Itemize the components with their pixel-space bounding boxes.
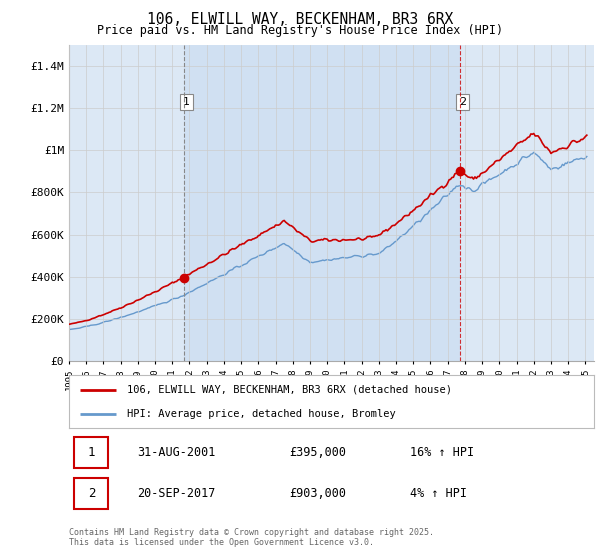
Text: 1: 1 bbox=[183, 97, 190, 107]
Bar bbox=[74, 437, 109, 468]
Text: 31-AUG-2001: 31-AUG-2001 bbox=[137, 446, 215, 459]
Text: Price paid vs. HM Land Registry's House Price Index (HPI): Price paid vs. HM Land Registry's House … bbox=[97, 24, 503, 37]
Text: 4% ↑ HPI: 4% ↑ HPI bbox=[410, 487, 467, 500]
Text: 106, ELWILL WAY, BECKENHAM, BR3 6RX: 106, ELWILL WAY, BECKENHAM, BR3 6RX bbox=[147, 12, 453, 27]
Text: 2: 2 bbox=[88, 487, 95, 500]
Text: Contains HM Land Registry data © Crown copyright and database right 2025.
This d: Contains HM Land Registry data © Crown c… bbox=[69, 528, 434, 547]
Text: £903,000: £903,000 bbox=[290, 487, 347, 500]
Text: 1: 1 bbox=[88, 446, 95, 459]
Text: 2: 2 bbox=[459, 97, 466, 107]
Text: £395,000: £395,000 bbox=[290, 446, 347, 459]
Bar bbox=[184, 45, 460, 361]
Text: 106, ELWILL WAY, BECKENHAM, BR3 6RX (detached house): 106, ELWILL WAY, BECKENHAM, BR3 6RX (det… bbox=[127, 385, 452, 395]
Text: 16% ↑ HPI: 16% ↑ HPI bbox=[410, 446, 475, 459]
Text: HPI: Average price, detached house, Bromley: HPI: Average price, detached house, Brom… bbox=[127, 409, 395, 419]
Text: 20-SEP-2017: 20-SEP-2017 bbox=[137, 487, 215, 500]
Bar bbox=[74, 478, 109, 508]
